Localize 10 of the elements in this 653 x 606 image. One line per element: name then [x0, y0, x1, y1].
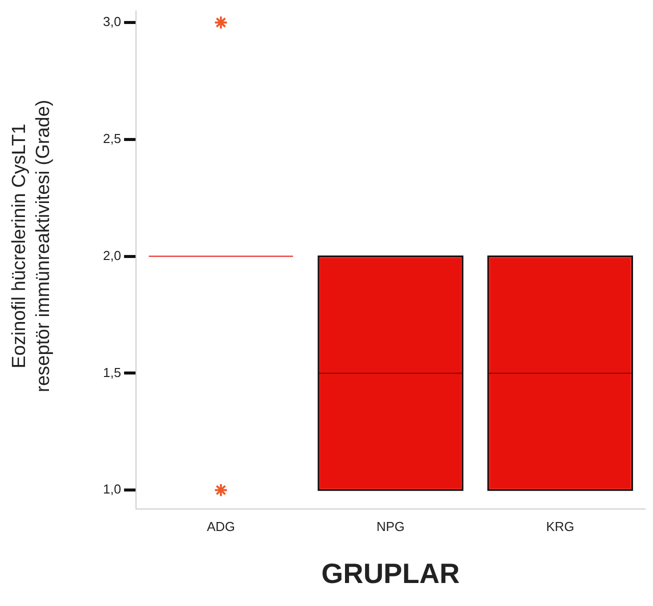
y-axis-title: Eozinofil hücrelerinin CysLT1 reseptör immünreaktivitesi (Grade) [8, 98, 55, 394]
x-axis-title: GRUPLAR [321, 558, 460, 589]
y-tick-label: 2,0 [102, 248, 122, 263]
y-tick-label: 3,0 [102, 14, 122, 30]
y-tick-label: 1,5 [102, 364, 122, 380]
x-tick-label: NPG [376, 519, 405, 534]
x-tick-label: KRG [546, 519, 574, 534]
y-tick-label: 1,0 [102, 482, 122, 497]
x-tick-label: ADG [206, 519, 235, 534]
y-tick-label: 2,5 [102, 130, 122, 146]
